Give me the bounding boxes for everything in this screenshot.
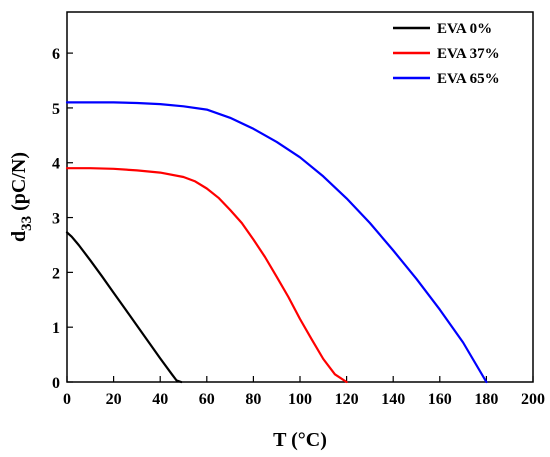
x-tick-label: 140: [381, 391, 405, 408]
series-line-eva-65: [65, 101, 488, 384]
legend-label: EVA 65%: [437, 71, 500, 87]
y-axis-title-main: d: [8, 231, 30, 242]
x-tick-label: 20: [106, 391, 122, 408]
x-tick-label: 100: [288, 391, 312, 408]
y-tick-label: 2: [52, 265, 60, 282]
x-tick-label: 160: [428, 391, 452, 408]
x-tick-label: 80: [245, 391, 261, 408]
y-tick-label: 4: [52, 156, 60, 173]
y-tick-label: 0: [52, 375, 60, 392]
legend: EVA 0% EVA 37% EVA 65%: [393, 21, 500, 87]
x-tick-label: 180: [474, 391, 498, 408]
x-tick-label: 120: [335, 391, 359, 408]
x-tick-label: 200: [521, 391, 545, 408]
legend-label: EVA 0%: [437, 21, 492, 37]
y-tick-label: 6: [52, 46, 60, 63]
series-line-eva-37: [65, 167, 348, 384]
x-tick-label: 40: [152, 391, 168, 408]
y-tick-label: 3: [52, 211, 60, 228]
x-axis-ticks: 0 20 40 60 80 100 120 140 160 180 200: [63, 376, 545, 408]
y-axis-title-unit: (pC/N): [8, 152, 30, 216]
legend-label: EVA 37%: [437, 46, 500, 62]
x-tick-label: 60: [199, 391, 215, 408]
x-tick-label: 0: [63, 391, 71, 408]
y-axis-title-subscript: 33: [19, 216, 35, 231]
y-tick-label: 5: [52, 101, 60, 118]
y-tick-label: 1: [52, 320, 60, 337]
y-axis-title: d33 (pC/N): [8, 152, 35, 242]
series-line-eva-0: [65, 231, 183, 384]
y-axis-ticks: 0 1 2 3 4 5 6: [52, 46, 73, 392]
x-axis-title: T (°C): [273, 429, 327, 451]
series-layer: [65, 101, 488, 384]
